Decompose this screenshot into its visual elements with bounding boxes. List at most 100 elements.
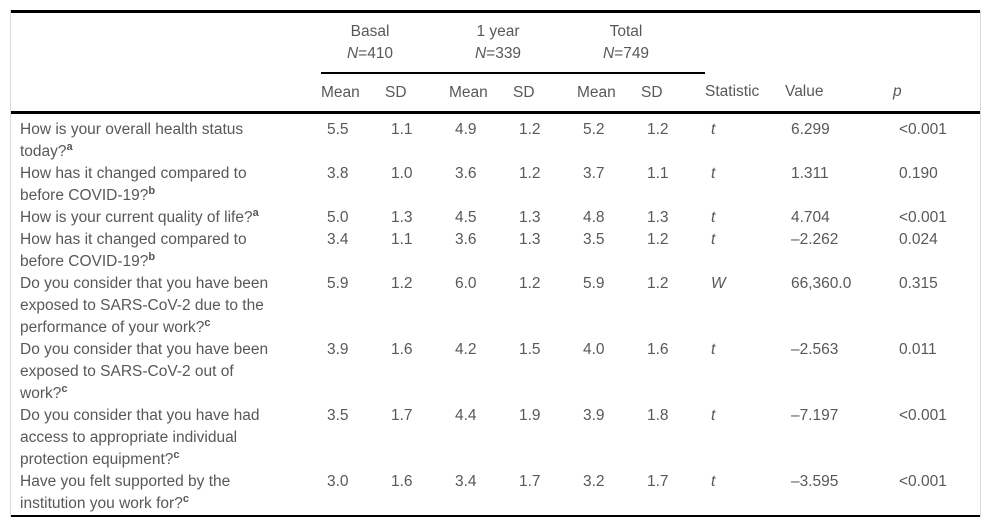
question-text: How is your overall health status today? bbox=[20, 121, 244, 160]
question-text: Do you consider that you have had access… bbox=[20, 407, 260, 468]
mean-1year-cell: 6.0 bbox=[455, 275, 477, 292]
sd-total-cell: 1.3 bbox=[647, 209, 669, 226]
sd-total-cell: 1.1 bbox=[647, 165, 669, 182]
table-row: Do you consider that you have been expos… bbox=[11, 339, 980, 405]
question-cell: How is your current quality of life?a bbox=[11, 207, 321, 229]
table-row: How has it changed compared to before CO… bbox=[11, 229, 980, 273]
mean-basal-cell: 3.9 bbox=[327, 341, 349, 358]
table-row: How has it changed compared to before CO… bbox=[11, 163, 980, 207]
col-header-mean-basal: Mean bbox=[321, 73, 385, 114]
mean-basal-cell: 3.5 bbox=[327, 407, 349, 424]
col-group-total: Total bbox=[609, 23, 643, 40]
mean-1year-cell: 3.4 bbox=[455, 473, 477, 490]
header-sub-row: Mean SD Mean SD Mean SD Statistic Value … bbox=[11, 73, 980, 114]
p-value-cell: 0.024 bbox=[899, 231, 938, 248]
p-value-cell: <0.001 bbox=[899, 407, 947, 424]
sd-basal-cell: 1.6 bbox=[391, 341, 413, 358]
n-symbol: N bbox=[474, 45, 487, 62]
sd-1year-cell: 1.3 bbox=[519, 231, 541, 248]
sd-1year-cell: 1.9 bbox=[519, 407, 541, 424]
sd-1year-cell: 1.2 bbox=[519, 275, 541, 292]
statistic-cell: t bbox=[711, 209, 716, 226]
mean-total-cell: 4.0 bbox=[583, 341, 605, 358]
value-cell: –3.595 bbox=[791, 473, 839, 490]
header-group-row: Basal 1 year Total bbox=[11, 12, 980, 42]
sd-total-cell: 1.2 bbox=[647, 275, 669, 292]
question-cell: Have you felt supported by the instituti… bbox=[11, 471, 321, 516]
table-row: How is your current quality of life?a 5.… bbox=[11, 207, 980, 229]
n-1year: N=339 bbox=[449, 41, 577, 74]
n-symbol: N bbox=[602, 45, 615, 62]
col-header-sd-total: SD bbox=[641, 73, 705, 114]
footnote-marker: c bbox=[61, 382, 68, 395]
footnote-marker: b bbox=[148, 184, 156, 197]
sd-1year-cell: 1.2 bbox=[519, 165, 541, 182]
value-cell: 1.311 bbox=[791, 165, 829, 182]
question-cell: Do you consider that you have been expos… bbox=[11, 339, 321, 405]
p-value-cell: 0.011 bbox=[899, 341, 937, 358]
question-text: Have you felt supported by the instituti… bbox=[20, 473, 231, 512]
statistic-cell: t bbox=[711, 165, 716, 182]
sd-basal-cell: 1.0 bbox=[391, 165, 413, 182]
value-cell: 66,360.0 bbox=[791, 275, 852, 292]
statistic-cell: W bbox=[711, 275, 726, 292]
mean-total-cell: 4.8 bbox=[583, 209, 605, 226]
sd-total-cell: 1.8 bbox=[647, 407, 669, 424]
sd-basal-cell: 1.1 bbox=[391, 231, 413, 248]
sd-1year-cell: 1.2 bbox=[519, 121, 541, 138]
header-n-row: N=410 N=339 N=749 bbox=[11, 41, 980, 74]
col-header-value: Value bbox=[785, 73, 893, 114]
header-spacer bbox=[11, 73, 321, 114]
sd-basal-cell: 1.2 bbox=[391, 275, 413, 292]
col-group-1year: 1 year bbox=[476, 23, 520, 40]
col-header-statistic: Statistic bbox=[705, 73, 785, 114]
n-total: N=749 bbox=[577, 41, 705, 74]
table-row: Do you consider that you have been expos… bbox=[11, 273, 980, 339]
footnote-marker: a bbox=[252, 206, 259, 219]
mean-total-cell: 5.9 bbox=[583, 275, 605, 292]
value-cell: –2.563 bbox=[791, 341, 839, 358]
footnote-marker: c bbox=[204, 316, 211, 329]
value-cell: –7.197 bbox=[791, 407, 839, 424]
mean-1year-cell: 4.5 bbox=[455, 209, 477, 226]
sd-basal-cell: 1.7 bbox=[391, 407, 413, 424]
header-spacer bbox=[11, 12, 321, 42]
p-value-cell: <0.001 bbox=[899, 121, 947, 138]
mean-total-cell: 3.7 bbox=[583, 165, 605, 182]
question-text: How is your current quality of life? bbox=[20, 209, 253, 226]
question-cell: How has it changed compared to before CO… bbox=[11, 229, 321, 273]
mean-total-cell: 3.9 bbox=[583, 407, 605, 424]
n-value: =749 bbox=[614, 45, 650, 62]
footnote-marker: a bbox=[66, 140, 73, 153]
mean-basal-cell: 5.0 bbox=[327, 209, 349, 226]
mean-basal-cell: 5.9 bbox=[327, 275, 349, 292]
statistic-cell: t bbox=[711, 407, 716, 424]
question-cell: How is your overall health status today?… bbox=[11, 113, 321, 164]
col-header-sd-1year: SD bbox=[513, 73, 577, 114]
p-value-cell: 0.190 bbox=[899, 165, 938, 182]
sd-1year-cell: 1.3 bbox=[519, 209, 541, 226]
col-header-sd-basal: SD bbox=[385, 73, 449, 114]
value-cell: 4.704 bbox=[791, 209, 830, 226]
table-row: Do you consider that you have had access… bbox=[11, 405, 980, 471]
mean-total-cell: 3.5 bbox=[583, 231, 605, 248]
sd-total-cell: 1.7 bbox=[647, 473, 669, 490]
sd-total-cell: 1.2 bbox=[647, 121, 669, 138]
n-value: =339 bbox=[486, 45, 522, 62]
sd-1year-cell: 1.5 bbox=[519, 341, 541, 358]
n-value: =410 bbox=[358, 45, 394, 62]
question-text: Do you consider that you have been expos… bbox=[20, 275, 269, 336]
table-row: Have you felt supported by the instituti… bbox=[11, 471, 980, 516]
col-header-mean-total: Mean bbox=[577, 73, 641, 114]
sd-1year-cell: 1.7 bbox=[519, 473, 541, 490]
footnote-marker: c bbox=[182, 492, 189, 505]
mean-total-cell: 3.2 bbox=[583, 473, 605, 490]
col-header-mean-1year: Mean bbox=[449, 73, 513, 114]
mean-total-cell: 5.2 bbox=[583, 121, 605, 138]
sd-basal-cell: 1.6 bbox=[391, 473, 413, 490]
question-text: Do you consider that you have been expos… bbox=[20, 341, 269, 402]
mean-basal-cell: 3.8 bbox=[327, 165, 349, 182]
table-body: How is your overall health status today?… bbox=[11, 113, 980, 517]
footnote-marker: b bbox=[148, 250, 156, 263]
mean-basal-cell: 3.4 bbox=[327, 231, 349, 248]
